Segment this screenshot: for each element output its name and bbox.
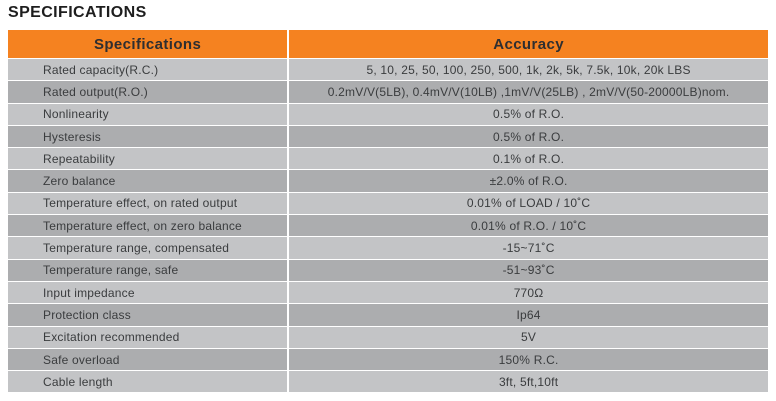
spec-label: Temperature range, safe — [8, 259, 290, 281]
table-row: Safe overload 150% R.C. — [8, 348, 768, 371]
table-row: Input impedance 770Ω — [8, 281, 768, 304]
table-row: Rated output(R.O.) 0.2mV/V(5LB), 0.4mV/V(… — [8, 81, 768, 103]
spec-value: ±2.0% of R.O. — [289, 170, 768, 192]
spec-value: 0.1% of R.O. — [289, 148, 768, 170]
spec-value: -15~71˚C — [289, 237, 768, 259]
spec-value: 150% R.C. — [289, 348, 768, 371]
page-title: SPECIFICATIONS — [8, 4, 147, 21]
table-row: Temperature effect, on zero balance 0.01%… — [8, 215, 768, 237]
table-row: Zero balance ±2.0% of R.O. — [8, 170, 768, 192]
spec-label: Nonlinearity — [8, 103, 290, 125]
spec-value: 0.01% of LOAD / 10˚C — [289, 192, 768, 215]
table-row: Excitation recommended 5V — [8, 326, 768, 348]
spec-value: 0.5% of R.O. — [289, 103, 768, 125]
spec-label: Hysteresis — [8, 125, 290, 148]
spec-value: 5V — [289, 326, 768, 348]
spec-label: Input impedance — [8, 281, 290, 304]
spec-value: 3ft, 5ft,10ft — [289, 371, 768, 393]
table-row: Cable length 3ft, 5ft,10ft — [8, 371, 768, 393]
table-row: Rated capacity(R.C.) 5, 10, 25, 50, 100, … — [8, 59, 768, 81]
table-header-row: Specifications Accuracy — [8, 30, 768, 58]
spec-value: 5, 10, 25, 50, 100, 250, 500, 1k, 2k, 5k… — [289, 59, 768, 81]
header-specifications: Specifications — [8, 30, 290, 58]
header-accuracy: Accuracy — [493, 35, 564, 53]
spec-label: Temperature effect, on zero balance — [8, 215, 290, 237]
spec-label: Cable length — [8, 371, 290, 393]
spec-label: Temperature range, compensated — [8, 237, 290, 259]
spec-label: Rated capacity(R.C.) — [8, 59, 290, 81]
spec-value: 0.5% of R.O. — [289, 125, 768, 148]
table-row: Hysteresis 0.5% of R.O. — [8, 125, 768, 148]
spec-label: Safe overload — [8, 348, 290, 371]
spec-label: Rated output(R.O.) — [8, 81, 290, 103]
spec-label: Excitation recommended — [8, 326, 290, 348]
table-row: Nonlinearity 0.5% of R.O. — [8, 103, 768, 125]
spec-label: Repeatability — [8, 148, 290, 170]
table-row: Temperature effect, on rated output 0.01%… — [8, 192, 768, 215]
spec-table-body: Rated capacity(R.C.) 5, 10, 25, 50, 100, … — [8, 59, 768, 393]
spec-value: 0.2mV/V(5LB), 0.4mV/V(10LB) ,1mV/V(25LB)… — [289, 81, 768, 103]
spec-label: Temperature effect, on rated output — [8, 192, 290, 215]
table-row: Temperature range, compensated -15~71˚C — [8, 237, 768, 259]
table-row: Protection class Ip64 — [8, 304, 768, 326]
table-row: Repeatability 0.1% of R.O. — [8, 148, 768, 170]
spec-value: 770Ω — [289, 281, 768, 304]
spec-value: -51~93˚C — [289, 259, 768, 281]
spec-value: Ip64 — [289, 304, 768, 326]
specifications-table: Specifications Accuracy Rated capacity(R… — [8, 30, 768, 393]
spec-value: 0.01% of R.O. / 10˚C — [289, 215, 768, 237]
spec-label: Zero balance — [8, 170, 290, 192]
table-row: Temperature range, safe -51~93˚C — [8, 259, 768, 281]
spec-label: Protection class — [8, 304, 290, 326]
